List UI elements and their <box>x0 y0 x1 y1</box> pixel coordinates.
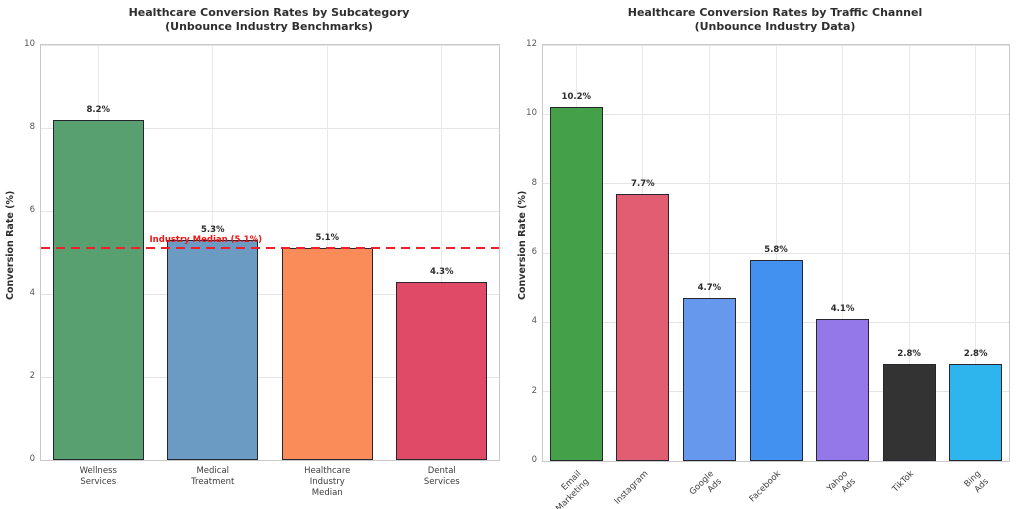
chart-title: Healthcare Conversion Rates by Traffic C… <box>627 6 923 19</box>
y-tick-label: 0 <box>29 454 35 464</box>
chart-subcategory: Healthcare Conversion Rates by Subcatego… <box>5 6 500 498</box>
x-tick-label-dental-services: Dental Services <box>423 466 460 488</box>
x-tick-label-medical-treatment: Medical Treatment <box>191 466 235 488</box>
bar-medical-treatment <box>167 240 259 460</box>
x-tick-label-google-ads: Google Ads <box>688 469 725 498</box>
bar-bing-ads <box>949 363 1003 461</box>
x-tick-label-tiktok: TikTok <box>890 469 917 495</box>
bar-google-ads <box>682 298 736 461</box>
industry-median-line <box>41 247 499 250</box>
y-tick-label: 0 <box>531 455 537 465</box>
y-tick-label: 4 <box>531 316 537 327</box>
gridline <box>975 45 977 461</box>
bar-value-label: 2.8% <box>963 348 988 359</box>
gridline <box>41 210 499 212</box>
y-axis-label: Conversion Rate (%) <box>517 190 528 300</box>
gridline <box>842 45 844 461</box>
y-tick-label: 6 <box>531 247 537 257</box>
x-tick-label-bing-ads: Bing Ads <box>962 469 991 495</box>
gridline <box>708 45 710 461</box>
chart-subtitle: (Unbounce Industry Data) <box>694 20 856 33</box>
x-tick-label-healthcare-industry-median: Healthcare Industry Median <box>304 466 351 499</box>
chart-traffic-channel: Healthcare Conversion Rates by Traffic C… <box>512 0 1024 509</box>
chart-title: Healthcare Conversion Rates by Subcatego… <box>128 6 410 19</box>
bar-yahoo-ads <box>816 318 870 461</box>
gridline <box>441 45 443 460</box>
y-tick-label: 10 <box>526 108 537 119</box>
x-tick-label-yahoo-ads: Yahoo Ads <box>824 469 858 495</box>
y-tick-label: 4 <box>29 288 35 298</box>
x-tick-label-email-marketing: Email Marketing <box>554 469 592 509</box>
y-tick-label: 6 <box>29 205 35 215</box>
y-tick-label: 8 <box>531 177 537 188</box>
plot-area: 0 2 4 6 8 10 8.2% Wellness Services 5.3% Medical … <box>24 39 500 498</box>
y-tick-label: 2 <box>29 371 35 381</box>
bar-healthcare-industry-median <box>281 248 373 460</box>
industry-median-annotation: Industry Median (5.1%) <box>149 235 262 246</box>
bar-value-label: 4.3% <box>429 266 454 277</box>
bar-dental-services <box>396 281 488 460</box>
bar-value-label: 7.7% <box>631 179 655 190</box>
gridline <box>41 44 499 46</box>
bar-value-label: 2.8% <box>897 348 921 359</box>
bar-facebook <box>749 259 803 461</box>
bar-tiktok <box>882 363 936 461</box>
gridline <box>41 127 499 129</box>
gridline <box>41 293 499 295</box>
y-tick-label: 8 <box>29 122 35 132</box>
bar-instagram <box>616 194 670 461</box>
y-tick-label: 10 <box>24 39 35 49</box>
gridline <box>775 45 777 461</box>
gridline <box>41 376 499 378</box>
x-tick-label-wellness-services: Wellness Services <box>79 466 117 488</box>
bar-value-label: 4.1% <box>830 303 855 314</box>
x-tick-label-facebook: Facebook <box>747 469 784 505</box>
bar-value-label: 5.8% <box>764 244 788 255</box>
bar-email-marketing <box>549 107 603 461</box>
bar-value-label: 10.2% <box>561 92 592 103</box>
plot-area: 0 2 4 6 8 10 12 10.2% Email Marketing 7.7% Instagr… <box>526 39 1010 509</box>
chart-subtitle: (Unbounce Industry Benchmarks) <box>165 20 373 33</box>
bar-wellness-services <box>52 119 144 460</box>
x-tick-label-instagram: Instagram <box>612 469 650 507</box>
bar-value-label: 8.2% <box>86 104 111 115</box>
bar-value-label: 4.7% <box>697 283 722 294</box>
bar-value-label: 5.3% <box>200 225 225 236</box>
gridline <box>908 45 910 461</box>
y-tick-label: 12 <box>526 39 537 49</box>
y-tick-label: 2 <box>531 385 537 396</box>
bar-value-label: 5.1% <box>315 233 340 244</box>
